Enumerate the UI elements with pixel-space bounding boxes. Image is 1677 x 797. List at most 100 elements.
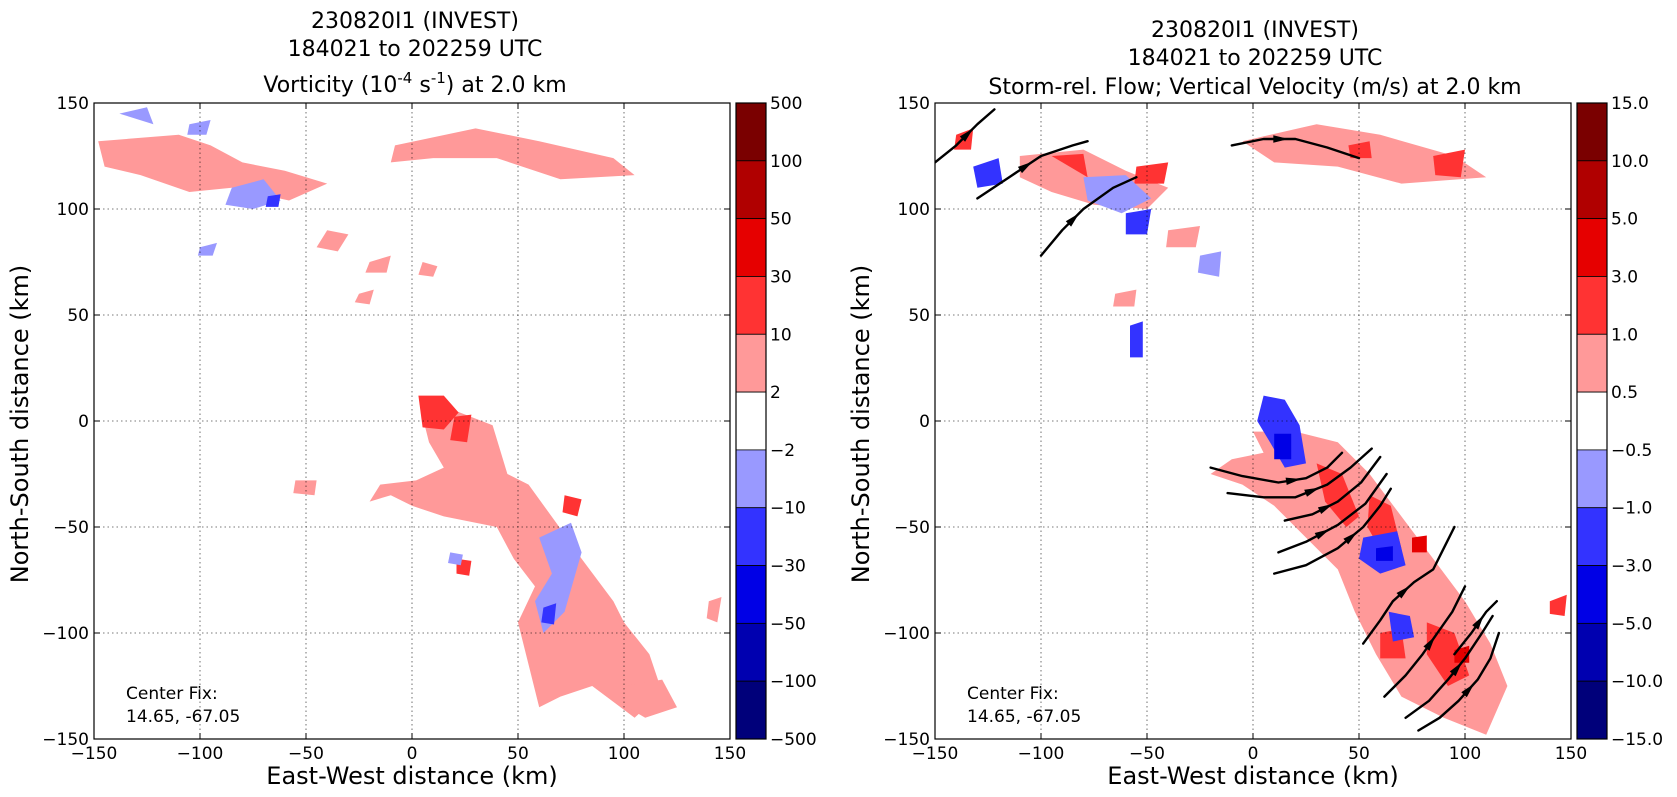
colorbar-label: 5.0 <box>1611 210 1638 230</box>
streamline-arrow <box>1273 135 1289 143</box>
field-region-dark-neg <box>1376 546 1393 561</box>
colorbar-segment <box>735 507 767 566</box>
field-region-light-pos <box>354 289 374 305</box>
streamline-arrow <box>1314 529 1330 540</box>
vorticity-plot-area: −150 −100 −50 0 50 100 150 −150 −100 −50 0 50 100 150 <box>42 94 746 764</box>
colorbar-label: −500 <box>770 730 817 750</box>
streamline <box>1230 137 1361 160</box>
x-tick-label: −150 <box>912 744 959 764</box>
field-region-mid-pos <box>1051 153 1088 178</box>
field-region-light-pos <box>418 262 438 277</box>
field-region-mid-neg <box>1388 611 1415 642</box>
panel1-title-post: ) at 2.0 km <box>446 73 567 98</box>
colorbar-segment <box>735 218 767 277</box>
colorbar-label: −10 <box>770 499 806 519</box>
vertical-velocity-colorbar: 15.0 10.0 5.0 3.0 1.0 0.5 −0.5 −1.0 −3.0 −5.0 −10.… <box>1576 94 1663 750</box>
y-tick-label: 50 <box>67 306 89 326</box>
field-region-mid-pos <box>1316 463 1359 527</box>
field-region-light-pos <box>365 255 391 273</box>
field-region-light-neg <box>535 522 582 633</box>
y-tick-label: −100 <box>42 624 89 644</box>
colorbar-label: 15.0 <box>1611 94 1649 114</box>
y-tick-label: 0 <box>78 412 89 432</box>
x-tick-label: 100 <box>1449 744 1481 764</box>
x-tick-label: 50 <box>507 744 529 764</box>
panel1-title-mid: s <box>412 73 430 98</box>
colorbar-segment <box>1576 218 1608 277</box>
y-tick-label: 50 <box>908 306 930 326</box>
colorbar-label: 10.0 <box>1611 152 1649 172</box>
colorbar-segment <box>735 449 767 509</box>
field-region-light-neg <box>119 107 154 125</box>
streamline-arrow <box>1461 683 1475 698</box>
colorbar-segment <box>1576 391 1608 451</box>
x-tick-label: −50 <box>288 744 324 764</box>
colorbar-segment <box>735 565 767 624</box>
field-region-mid-neg <box>1130 321 1143 358</box>
field-region-light-neg <box>1197 251 1222 277</box>
field-region-light-neg <box>448 552 463 566</box>
x-tick-label: −100 <box>177 744 224 764</box>
colorbar-segment <box>735 333 767 393</box>
panel1-title-line1: 230820I1 (INVEST) <box>311 9 519 34</box>
field-region-mid-pos <box>1549 594 1567 616</box>
panel2-title-line3: Storm-rel. Flow; Vertical Velocity (m/s)… <box>988 75 1521 100</box>
streamline-arrow <box>1304 487 1320 497</box>
y-tick-label: −50 <box>894 518 930 538</box>
field-region-light-neg <box>1083 175 1152 214</box>
field-region-light-pos <box>293 480 317 496</box>
field-region-mid-pos <box>1426 622 1470 686</box>
y-tick-label: 150 <box>57 94 89 114</box>
streamline-arrow <box>1396 585 1411 599</box>
x-tick-label: −150 <box>71 744 118 764</box>
field-region-mid-pos <box>1134 162 1169 184</box>
field-region-mid-pos <box>1433 149 1465 178</box>
colorbar-label: −0.5 <box>1611 441 1652 461</box>
field-region-light-pos <box>369 410 663 718</box>
colorbar-label: −30 <box>770 557 806 577</box>
field-region-dark-neg <box>1274 433 1292 460</box>
y-tick-label: 100 <box>898 200 930 220</box>
panel1-center-fix-value: 14.65, -67.05 <box>126 707 240 727</box>
streamline <box>1362 525 1456 645</box>
field-region-mid-neg <box>541 603 557 625</box>
colorbar-label: −2 <box>770 441 795 461</box>
panel1-title-line2: 184021 to 202259 UTC <box>288 37 543 62</box>
x-tick-label: 150 <box>1555 744 1587 764</box>
colorbar-segment <box>735 680 767 740</box>
colorbar-segment <box>735 622 767 682</box>
colorbar-segment <box>1576 333 1608 393</box>
colorbar-label: −15.0 <box>1611 730 1663 750</box>
streamline-arrow <box>1017 161 1033 174</box>
field-region-mid-neg <box>1125 209 1152 235</box>
y-tick-label: −100 <box>883 624 930 644</box>
vertical-velocity-panel: 230820I1 (INVEST) 184021 to 202259 UTC S… <box>847 18 1663 790</box>
field-region-dark-pos <box>1412 535 1427 553</box>
x-tick-label: 0 <box>407 744 418 764</box>
streamline <box>1039 176 1138 257</box>
colorbar-segment <box>1576 565 1608 624</box>
streamline-arrow <box>959 128 974 142</box>
field-region-light-pos <box>706 597 722 623</box>
panel1-center-fix-label: Center Fix: <box>126 684 218 704</box>
field-layer <box>954 124 1567 735</box>
y-tick-label: −150 <box>42 730 89 750</box>
field-region-light-pos <box>390 128 635 180</box>
streamline-arrow <box>1343 531 1358 545</box>
y-tick-label: −150 <box>883 730 930 750</box>
colorbar-label: −50 <box>770 614 806 634</box>
streamline-arrow <box>1423 636 1436 651</box>
y-tick-label: 100 <box>57 200 89 220</box>
streamline <box>976 140 1089 200</box>
streamline <box>1277 472 1388 554</box>
field-region-light-pos <box>1113 289 1137 307</box>
colorbar-label: −1.0 <box>1611 499 1652 519</box>
panel1-title-line3: Vorticity (10-4 s-1) at 2.0 km <box>263 69 566 98</box>
colorbar-label: −100 <box>770 672 817 692</box>
colorbar-label: 10 <box>770 325 792 345</box>
colorbar-segment <box>1576 622 1608 682</box>
streamline-arrow <box>1449 662 1463 677</box>
colorbar-label: −5.0 <box>1611 614 1652 634</box>
colorbar-label: 0.5 <box>1611 383 1638 403</box>
